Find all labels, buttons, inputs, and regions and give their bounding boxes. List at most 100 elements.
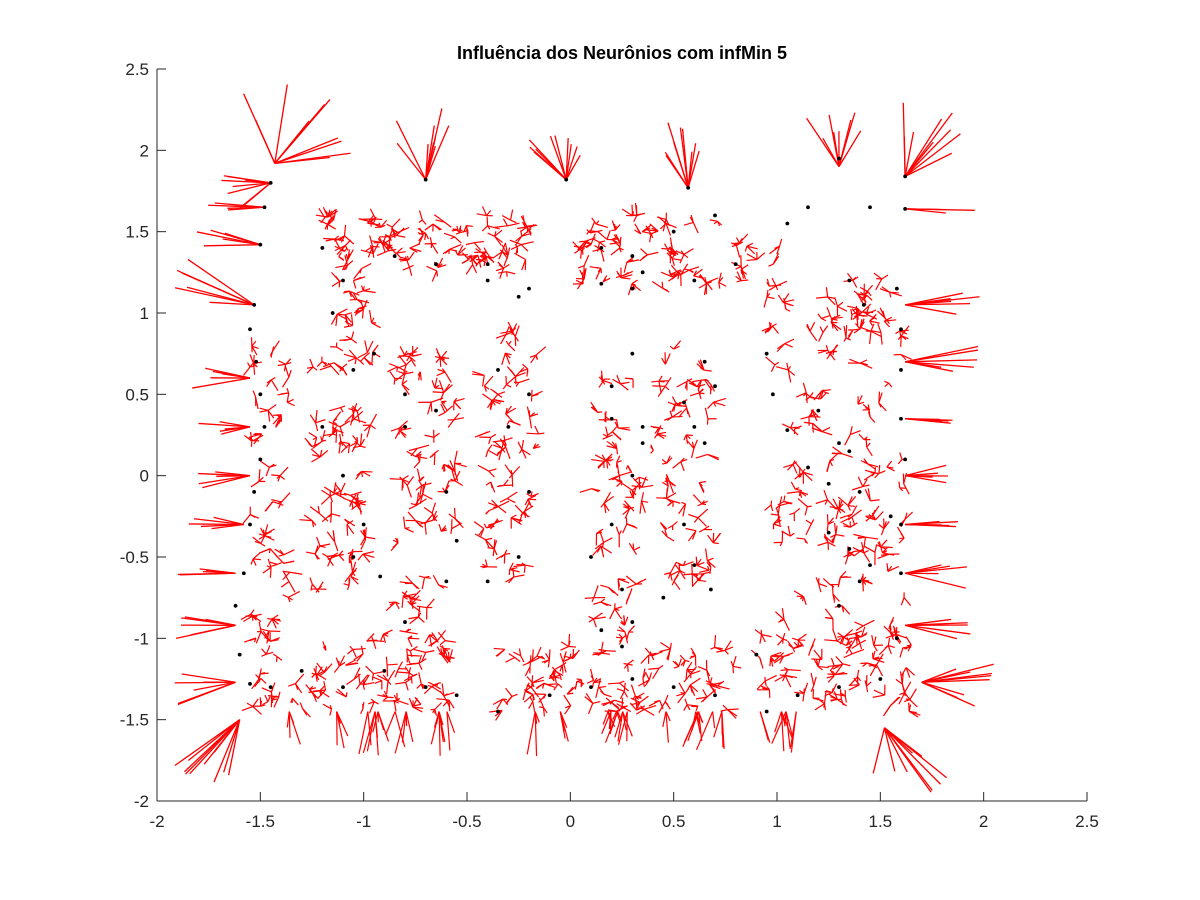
influence-line <box>685 669 688 680</box>
influence-line <box>843 325 847 338</box>
influence-line <box>638 707 645 710</box>
influence-line <box>308 432 318 438</box>
influence-line <box>626 257 634 263</box>
influence-line <box>853 547 865 557</box>
influence-line <box>615 526 620 535</box>
influence-line <box>803 538 807 544</box>
neuron-point <box>826 481 831 486</box>
influence-line <box>678 658 682 667</box>
influence-line <box>311 456 321 463</box>
influence-line <box>530 491 533 497</box>
influence-line <box>861 579 870 582</box>
influence-line <box>423 507 433 514</box>
influence-line <box>712 532 715 543</box>
influence-line <box>370 698 375 703</box>
influence-line <box>626 631 630 640</box>
influence-line <box>790 421 794 429</box>
influence-line <box>186 286 255 306</box>
influence-line <box>833 522 837 535</box>
influence-line <box>687 684 691 691</box>
influence-line <box>484 539 490 548</box>
influence-line <box>242 615 253 622</box>
influence-line <box>775 285 779 291</box>
influence-line <box>328 429 338 438</box>
influence-line <box>339 420 351 428</box>
influence-line <box>627 659 634 665</box>
influence-line <box>428 681 435 686</box>
influence-line <box>795 488 803 492</box>
influence-line <box>360 285 364 291</box>
influence-line <box>684 403 688 409</box>
influence-line <box>402 364 407 375</box>
influence-line <box>794 425 802 430</box>
influence-line <box>383 632 389 635</box>
influence-line <box>592 248 601 252</box>
influence-line <box>852 279 858 288</box>
influence-line <box>709 684 721 690</box>
influence-line <box>396 142 427 181</box>
influence-line <box>671 580 675 586</box>
influence-line <box>826 675 835 679</box>
influence-line <box>617 578 630 584</box>
influence-line <box>658 375 663 382</box>
influence-line <box>366 639 375 642</box>
influence-line <box>495 333 507 339</box>
neuron-point <box>599 246 604 250</box>
influence-line <box>483 523 487 529</box>
influence-line <box>855 323 861 330</box>
influence-line <box>396 252 402 259</box>
neuron-point <box>496 709 500 714</box>
influence-line <box>686 661 693 671</box>
influence-line <box>669 410 673 418</box>
neuron-point <box>268 685 273 690</box>
influence-line <box>434 377 438 388</box>
influence-line <box>756 252 766 260</box>
influence-line <box>852 328 859 331</box>
influence-line <box>686 704 691 711</box>
influence-line <box>783 298 787 310</box>
influence-line <box>327 209 331 218</box>
influence-line <box>505 656 516 663</box>
influence-line <box>252 354 255 364</box>
influence-line <box>689 677 701 686</box>
influence-line <box>771 657 775 662</box>
influence-line <box>472 370 485 376</box>
influence-line <box>396 247 403 254</box>
influence-line <box>668 251 676 257</box>
influence-line <box>333 208 337 220</box>
influence-line <box>583 255 590 266</box>
influence-line <box>824 639 838 642</box>
influence-line <box>269 351 273 356</box>
influence-line <box>852 485 863 491</box>
influence-line <box>627 465 633 474</box>
influence-line <box>444 480 450 493</box>
influence-line <box>437 263 443 268</box>
influence-line <box>508 653 516 659</box>
influence-line <box>440 525 447 532</box>
influence-line <box>590 406 599 413</box>
influence-line <box>425 650 435 653</box>
influence-line <box>223 719 241 773</box>
influence-line <box>444 405 454 413</box>
influence-line <box>505 446 511 460</box>
influence-line <box>438 584 448 589</box>
influence-line <box>367 222 380 226</box>
influence-line <box>606 445 617 450</box>
influence-line <box>522 505 534 514</box>
influence-line <box>254 396 259 410</box>
influence-line <box>443 648 449 661</box>
influence-line <box>774 674 786 682</box>
influence-line <box>528 701 534 710</box>
influence-line <box>318 585 322 590</box>
influence-line <box>622 711 633 737</box>
influence-line <box>709 384 712 395</box>
influence-line <box>538 697 545 708</box>
influence-line <box>869 416 876 423</box>
influence-line <box>585 237 596 242</box>
neuron-point <box>233 603 238 608</box>
influence-line <box>689 684 696 696</box>
influence-line <box>405 628 412 633</box>
influence-line <box>418 662 423 670</box>
influence-line <box>532 701 536 712</box>
influence-line <box>898 537 905 544</box>
